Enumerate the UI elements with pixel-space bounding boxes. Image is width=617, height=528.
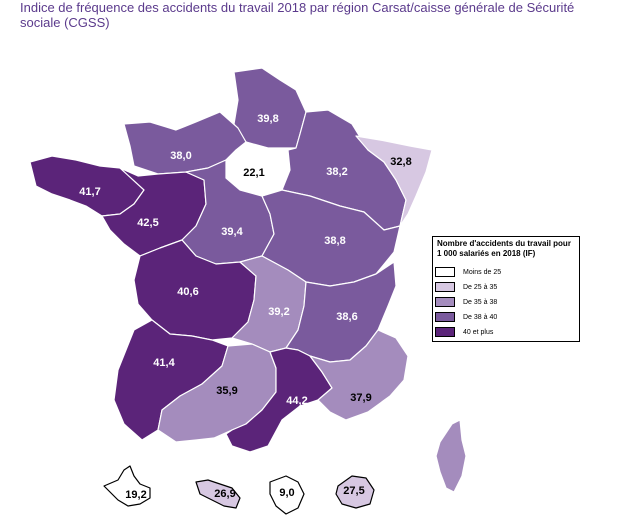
label-centre: 39,4 — [221, 226, 243, 238]
legend-label: De 25 à 35 — [463, 284, 498, 291]
region-nord[interactable] — [233, 67, 307, 149]
legend: Nombre d'accidents du travail pour 1 000… — [432, 236, 580, 342]
label-pays-de-la-loire: 42,5 — [137, 217, 158, 229]
label-nord: 39,8 — [257, 113, 278, 125]
legend-label: De 38 à 40 — [463, 314, 498, 321]
label-midi-pyrenees: 35,9 — [216, 385, 237, 397]
legend-swatch — [435, 267, 455, 277]
label-languedoc: 44,2 — [286, 395, 307, 407]
label-guyane: 9,0 — [279, 487, 294, 499]
legend-label: Moins de 25 — [463, 269, 502, 276]
label-rhone-alpes: 38,6 — [336, 311, 357, 323]
legend-swatch — [435, 282, 455, 292]
label-auvergne: 39,2 — [268, 306, 289, 318]
region-corse[interactable] — [435, 419, 467, 493]
region-sud-est[interactable] — [309, 329, 409, 421]
legend-swatch — [435, 312, 455, 322]
label-bretagne: 41,7 — [79, 186, 100, 198]
region-alsace-moselle[interactable] — [355, 135, 433, 227]
label-reunion: 27,5 — [343, 485, 364, 497]
territory-guadeloupe[interactable] — [103, 465, 151, 507]
legend-swatch — [435, 327, 455, 337]
legend-label: 40 et plus — [463, 329, 494, 336]
label-sud-est: 37,9 — [350, 392, 371, 404]
map-title: Indice de fréquence des accidents du tra… — [20, 0, 575, 30]
legend-label: De 35 à 38 — [463, 299, 498, 306]
territory-martinique[interactable] — [195, 479, 241, 509]
legend-title: Nombre d'accidents du travail pour 1 000… — [437, 239, 571, 258]
label-ile-de-france: 22,1 — [243, 167, 264, 179]
label-nord-est: 38,2 — [326, 166, 347, 178]
label-alsace-moselle: 32,8 — [390, 156, 411, 168]
territory-guyane[interactable] — [269, 475, 305, 515]
territory-reunion[interactable] — [335, 475, 375, 509]
label-guadeloupe: 19,2 — [125, 489, 146, 501]
label-aquitaine: 41,4 — [153, 357, 175, 369]
label-bourgogne-fc: 38,8 — [324, 235, 345, 247]
label-martinique: 26,9 — [214, 488, 235, 500]
label-centre-ouest: 40,6 — [177, 286, 198, 298]
label-normandie: 38,0 — [170, 150, 191, 162]
legend-swatch — [435, 297, 455, 307]
